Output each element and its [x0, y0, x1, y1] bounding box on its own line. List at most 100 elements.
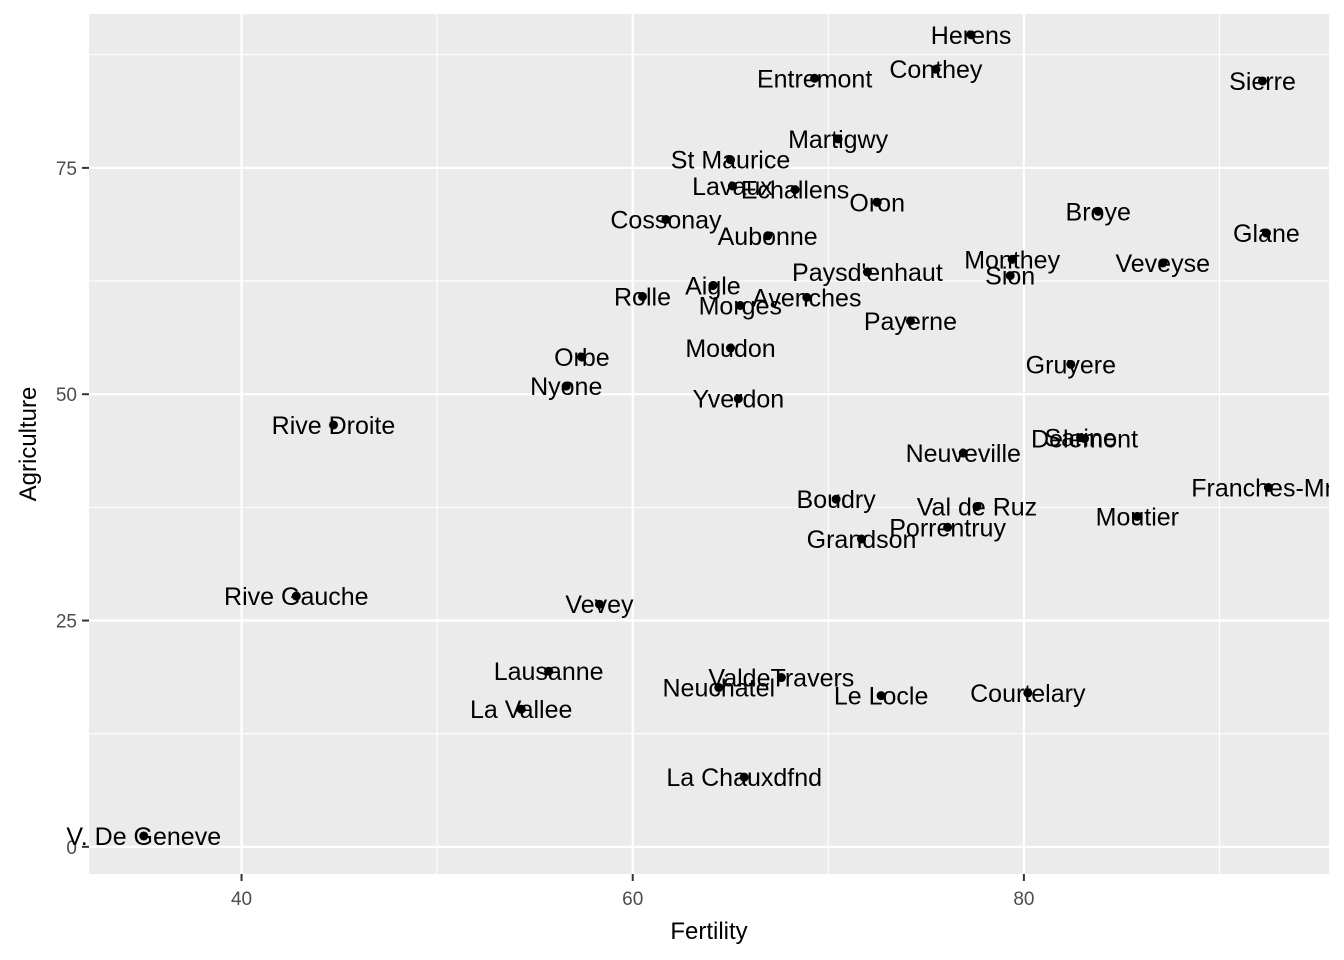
data-label: V. De Geneve	[66, 823, 221, 851]
data-label: Nyone	[530, 373, 602, 401]
data-points	[139, 30, 1273, 841]
data-label: ValdeTravers	[708, 665, 854, 693]
data-point	[708, 281, 718, 291]
data-label: Porrentruy	[889, 514, 1006, 542]
data-label: Martigwy	[788, 126, 889, 154]
data-point	[810, 73, 820, 83]
data-point	[1261, 228, 1271, 238]
data-point	[931, 64, 941, 74]
data-label: Gruyere	[1026, 351, 1116, 379]
data-point	[544, 666, 554, 676]
data-point	[872, 197, 882, 207]
data-point	[831, 494, 841, 504]
y-axis-title: Agriculture	[15, 387, 42, 502]
data-label: Lavaux	[692, 173, 773, 201]
data-label: Moudon	[685, 335, 775, 363]
data-label: Sierre	[1229, 68, 1296, 96]
data-label: Herens	[931, 22, 1012, 50]
data-point	[561, 381, 571, 391]
panel-background	[89, 14, 1329, 874]
data-label: Neuveville	[906, 440, 1021, 468]
data-label: Glane	[1233, 220, 1300, 248]
data-label: Courtelary	[970, 680, 1086, 708]
data-label: Val de Ruz	[917, 493, 1037, 521]
grid-minor	[89, 14, 1329, 874]
data-point	[1093, 206, 1103, 216]
data-label: Broye	[1066, 198, 1131, 226]
data-point	[328, 420, 338, 430]
data-point	[1132, 511, 1142, 521]
data-label: Rolle	[614, 283, 671, 311]
data-point	[876, 691, 886, 701]
data-point	[862, 267, 872, 277]
data-point	[577, 352, 587, 362]
data-label: Avenches	[752, 284, 861, 312]
data-point	[776, 673, 786, 683]
data-label: Neuchatel	[662, 675, 775, 703]
data-point	[1263, 482, 1273, 492]
data-label: Le Locle	[834, 683, 929, 711]
data-point	[1005, 271, 1015, 281]
data-point	[1007, 254, 1017, 264]
data-label: Aubonne	[718, 223, 818, 251]
data-point	[638, 291, 648, 301]
data-label: La Vallee	[470, 696, 572, 724]
data-label: Aigle	[685, 273, 741, 301]
y-axis: 0 25 50 75	[56, 159, 89, 859]
data-point	[857, 534, 867, 544]
data-label: Boudry	[797, 486, 877, 514]
data-label: Sion	[985, 263, 1035, 291]
y-tick-label: 0	[66, 838, 77, 859]
data-label: Sarine	[1044, 425, 1116, 453]
data-label: Rive Droite	[272, 412, 396, 440]
data-point	[1066, 359, 1076, 369]
data-point	[1076, 433, 1086, 443]
x-axis-title: Fertility	[670, 918, 747, 945]
data-point	[594, 599, 604, 609]
data-point	[763, 231, 773, 241]
data-label: Monthey	[964, 246, 1060, 274]
data-label: Yverdon	[692, 386, 784, 414]
data-label: La Chauxdfnd	[666, 764, 822, 792]
data-point	[958, 448, 968, 458]
data-point	[726, 343, 736, 353]
data-point	[790, 185, 800, 195]
data-label: Lausanne	[494, 658, 604, 686]
data-point	[943, 522, 953, 532]
data-label: Cossonay	[610, 206, 722, 234]
data-point	[1158, 258, 1168, 268]
data-label: Vevey	[565, 591, 634, 619]
data-point	[516, 704, 526, 714]
data-label: Entremont	[757, 65, 872, 93]
data-point	[727, 181, 737, 191]
data-point	[833, 134, 843, 144]
x-axis: 40 60 80	[231, 874, 1034, 910]
y-tick-label: 25	[56, 612, 77, 633]
data-labels: Courtelary Delemont Franches-Mnt Moutier Neu…	[66, 22, 1344, 851]
x-tick-label: 40	[231, 889, 252, 910]
data-label: Grandson	[807, 526, 917, 554]
data-point	[1023, 688, 1033, 698]
data-point	[139, 831, 149, 841]
data-label: Morges	[699, 292, 782, 320]
data-label: Echallens	[741, 177, 849, 205]
data-point	[661, 214, 671, 224]
grid-major	[89, 14, 1329, 874]
data-point	[802, 292, 812, 302]
data-label: Payerne	[864, 308, 957, 336]
y-tick-label: 75	[56, 159, 77, 180]
data-point	[714, 683, 724, 693]
data-label: Franches-Mnt	[1191, 474, 1344, 502]
data-point	[735, 300, 745, 310]
data-label: Rive Gauche	[224, 583, 369, 611]
x-tick-label: 60	[622, 889, 643, 910]
data-point	[291, 591, 301, 601]
data-point	[739, 772, 749, 782]
data-label: Veveyse	[1115, 250, 1210, 278]
data-label: Moutier	[1096, 503, 1179, 531]
data-point	[905, 316, 915, 326]
data-label: St Maurice	[671, 147, 790, 175]
data-label: Oron	[849, 189, 905, 217]
data-point	[726, 155, 736, 165]
